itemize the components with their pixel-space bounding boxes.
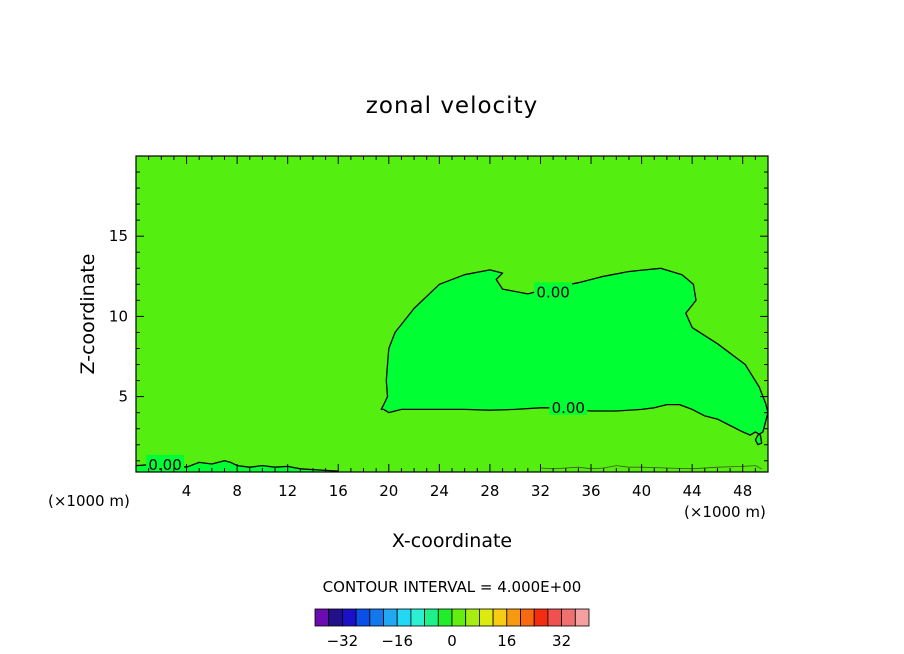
colorbar-swatch [396, 608, 412, 627]
zero-region-fill [381, 268, 768, 445]
y-axis-label: Z-coordinate [77, 254, 99, 375]
y-tick-labels: 5 10 15 [109, 227, 128, 405]
colorbar-tick-label: 0 [447, 632, 457, 650]
x-tick-label: 44 [683, 482, 702, 500]
colorbar-swatch [520, 608, 535, 627]
chart-title: zonal velocity [366, 93, 538, 119]
colorbar-swatch [437, 608, 453, 627]
colorbar-swatch [314, 608, 330, 627]
axis-ticks [135, 155, 769, 472]
x-tick-label: 48 [733, 482, 752, 500]
colorbar-tick-label: −16 [381, 632, 413, 650]
x-tick-label: 16 [329, 482, 348, 500]
colorbar-swatch [492, 608, 508, 627]
colorbar-tick-label: −32 [327, 632, 359, 650]
y-tick-label: 15 [109, 227, 128, 245]
colorbar-swatch [355, 608, 371, 627]
y-tick-label: 5 [118, 388, 128, 406]
colorbar-swatch [328, 608, 343, 627]
contour-label-bg [146, 454, 185, 472]
upper-zero-contour [380, 267, 769, 446]
x-tick-label: 12 [278, 482, 297, 500]
colorbar-swatch [383, 608, 398, 627]
x-tick-label: 40 [632, 482, 651, 500]
y-tick-label: 10 [109, 307, 128, 325]
x-unit-label-right: (×1000 m) [684, 503, 766, 521]
x-tick-label: 36 [581, 482, 600, 500]
colorbar-swatch [574, 608, 590, 627]
x-tick-label: 28 [480, 482, 499, 500]
x-tick-label: 24 [430, 482, 449, 500]
colorbar-swatch [478, 608, 494, 627]
colorbar-swatch [561, 608, 576, 627]
contour-label-bg [549, 397, 588, 415]
x-tick-label: 8 [232, 482, 242, 500]
contour-label: 0.00 [148, 456, 181, 474]
colorbar-swatch [547, 608, 563, 627]
colorbar-swatch [341, 608, 357, 627]
colorbar-swatch [533, 608, 549, 627]
colorbar [314, 608, 590, 627]
colorbar-labels: −32 −16 0 16 32 [327, 632, 572, 650]
x-tick-label: 32 [531, 482, 550, 500]
colorbar-swatch [451, 608, 467, 627]
colorbar-swatch [410, 608, 425, 627]
colorbar-swatch [424, 608, 439, 627]
contour-label: 0.00 [536, 283, 569, 301]
colorbar-swatch [369, 608, 384, 627]
x-unit-label-left: (×1000 m) [48, 492, 130, 510]
contour-label-bg [534, 282, 573, 300]
x-tick-label: 4 [182, 482, 192, 500]
x-axis-label: X-coordinate [392, 530, 512, 552]
colorbar-tick-label: 16 [497, 632, 516, 650]
colorbar-tick-label: 32 [552, 632, 571, 650]
x-tick-labels: 4 8 12 16 20 24 28 32 36 40 44 48 [182, 482, 752, 500]
contour-labels: 0.00 0.00 0.00 [146, 282, 588, 474]
x-tick-label: 20 [379, 482, 398, 500]
contour-interval-label: CONTOUR INTERVAL = 4.000E+00 [323, 578, 582, 596]
contour-label: 0.00 [552, 399, 585, 417]
surface-contour [540, 465, 762, 470]
colorbar-swatch [506, 608, 521, 627]
colorbar-swatch [465, 608, 480, 627]
